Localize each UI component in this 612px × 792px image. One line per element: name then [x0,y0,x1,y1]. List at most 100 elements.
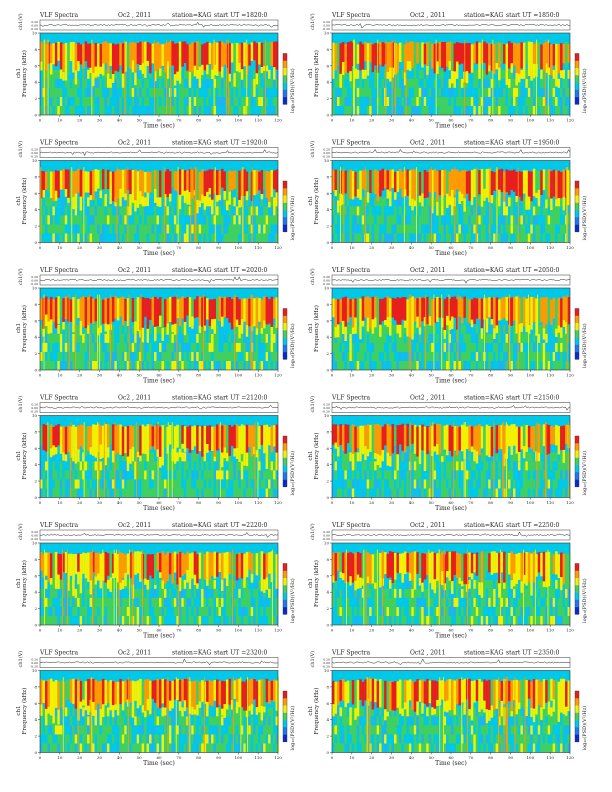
spectrogram-cell [431,224,434,234]
spectrogram-cell [131,352,135,361]
spectrogram-cell [139,330,142,338]
spectrogram-cell [426,206,429,216]
spectrogram-cell [74,488,78,498]
spectrogram-cell [94,352,98,361]
spectrogram-cell [344,461,347,471]
spectrogram-cell [213,333,217,343]
spectrogram-cell [374,69,377,79]
spectrogram-cell [530,106,533,115]
spectrogram-cell [240,298,244,319]
spectrogram-cell [525,78,528,88]
x-tick-label: 80 [488,245,494,250]
spectrogram-cell [243,488,246,498]
spectrogram-cell [265,488,269,498]
x-tick-label: 80 [196,373,202,378]
panel-start-time: start UT =2150:0 [506,395,560,402]
spectrogram-cell [351,470,355,480]
spectrogram-cell [341,333,345,343]
spectrogram-cell [436,106,439,115]
spectrogram-cell [193,488,197,498]
spectrogram-cell [428,69,432,79]
spectrogram-cell [341,78,345,88]
y-tick-label: 8 [326,174,329,179]
spectrogram-cell [59,206,63,216]
spectrogram-cell [79,69,83,79]
spectrogram-cell [161,361,165,370]
spectrogram-cell [198,200,202,208]
spectrogram-cell [555,328,558,337]
spectrogram-cell [79,352,83,361]
spectrogram-cell [401,215,404,225]
spectrogram-cell [181,361,184,370]
spectrogram-cell [136,333,140,343]
spectrogram-cell [146,361,150,370]
x-tick-label: 120 [274,373,282,378]
spectrogram-cell [542,78,546,88]
spectrogram-cell [428,333,432,343]
spectrogram-cell [433,168,437,192]
spectrogram-cell [59,297,63,318]
spectrogram-cell [376,233,380,243]
spectrogram-cell [106,333,110,343]
spectrogram-cell [186,461,189,471]
spectrogram-cell [72,97,75,106]
spectrogram-cell [44,479,48,489]
spectrogram-cell [223,488,227,498]
spectrogram-cell [393,224,397,234]
colorbar-segment [283,436,287,444]
spectrogram-cell [448,206,452,216]
panel-date: Oc2 , 2011 [118,395,151,402]
spectrogram-cell [359,479,362,489]
spectrogram-cell [218,78,222,88]
spectrogram-cell [206,69,209,79]
spectrogram-cell [99,444,103,459]
spectrogram-cell [74,224,78,234]
spectrogram-cell [54,297,58,329]
spectrogram-cell [208,42,212,64]
spectrogram-cell [173,215,177,225]
spectrogram-cell [436,352,439,361]
spectrogram-cell [473,78,476,88]
spectrogram-cell [500,87,504,97]
spectrogram-cell [248,488,251,498]
spectrogram-cell [260,333,264,343]
spectrogram-cell [260,224,264,234]
spectrogram-cell [366,470,370,480]
spectrogram-cell [468,87,471,97]
spectrogram-cell [453,78,457,88]
spectrogram-cell [557,206,561,216]
spectrogram-cell [532,168,536,197]
spectrogram-cell [341,42,345,62]
spectrogram-cell [57,78,60,88]
spectrogram-cell [438,197,442,207]
spectrogram-cell [178,106,182,115]
spectrogram-cell [149,233,152,243]
spectrogram-cell [173,451,177,464]
spectrogram-cell [191,333,194,343]
spectrogram-cell [159,297,162,316]
spectrogram-cell [57,170,60,198]
spectrogram-cell [109,171,112,193]
spectrogram-cell [82,452,85,462]
spectrogram-cell [77,479,80,489]
spectrogram-cell [233,461,236,471]
spectrogram-cell [191,215,194,225]
sferic-line [83,167,85,243]
spectrogram-cell [260,67,264,73]
spectrogram-cell [124,215,127,225]
spectrogram-cell [193,106,197,115]
x-tick-label: 110 [254,245,262,250]
spectrogram-cell [384,169,387,189]
spectrogram-cell [72,324,75,333]
spectrogram-cell [495,352,499,361]
spectrogram-cell [510,224,514,234]
spectrogram-cell [126,324,130,334]
spectrogram-cell [82,461,85,471]
spectrogram-cell [188,324,192,334]
spectrogram-cell [186,333,189,343]
spectrogram-cell [465,361,469,370]
spectrogram-cell [62,224,65,234]
spectrogram-cell [116,215,120,225]
spectrogram-cell [359,78,362,88]
spectrogram-cell [403,206,407,216]
